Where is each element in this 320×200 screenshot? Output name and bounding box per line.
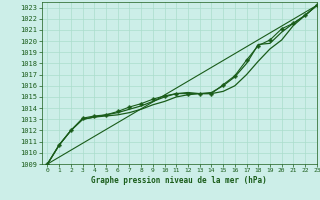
X-axis label: Graphe pression niveau de la mer (hPa): Graphe pression niveau de la mer (hPa) <box>91 176 267 185</box>
